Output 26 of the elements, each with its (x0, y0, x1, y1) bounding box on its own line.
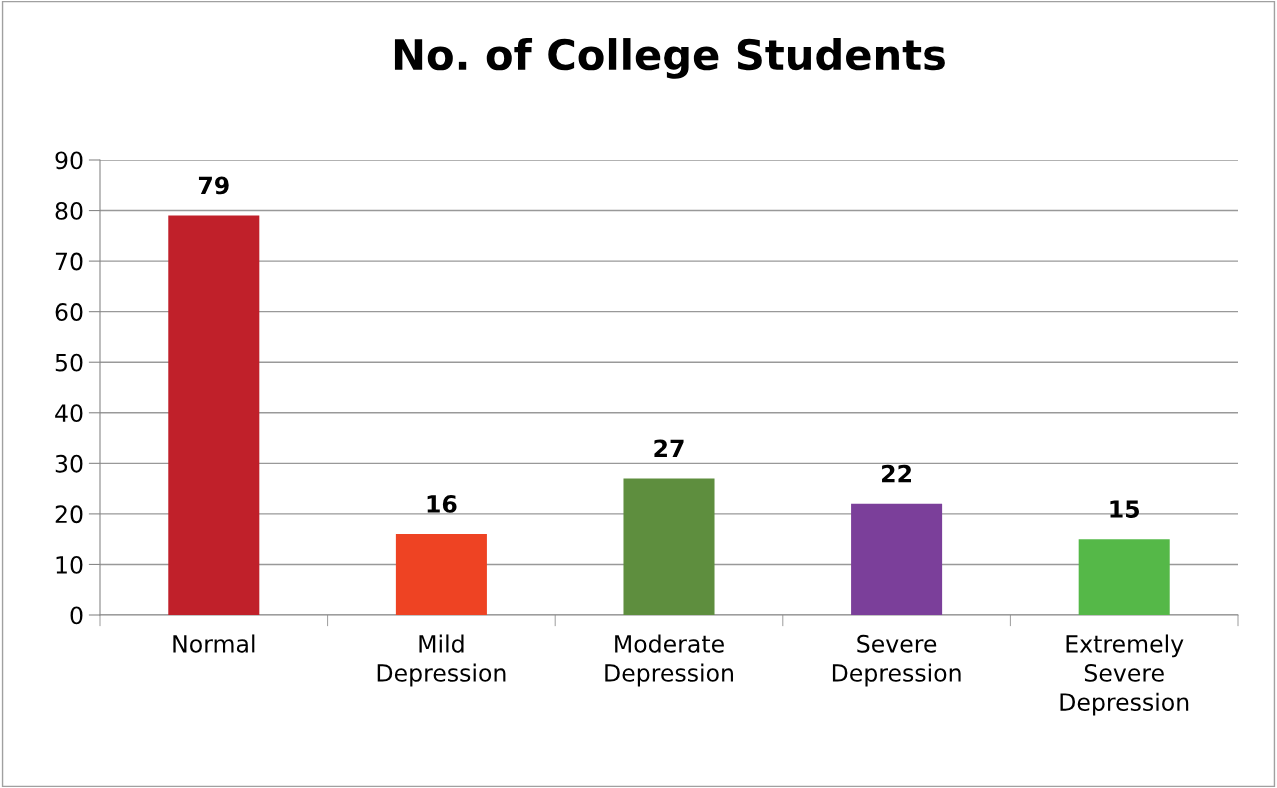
y-tick-label: 70 (55, 252, 83, 271)
data-label: 15 (1110, 500, 1139, 518)
chart-title: No. of College Students (394, 38, 945, 79)
data-label: 79 (198, 176, 229, 195)
y-tick-label: 40 (55, 404, 83, 423)
y-tick-label: 60 (55, 303, 83, 321)
bar (168, 215, 260, 615)
y-tick-label: 0 (70, 606, 83, 625)
bar (623, 478, 715, 615)
data-label: 22 (882, 464, 911, 483)
x-tick-label: Mild Depression (377, 634, 506, 687)
bar (1078, 539, 1170, 615)
bar (395, 534, 487, 615)
data-label: 16 (427, 495, 457, 513)
data-label: 27 (654, 439, 684, 457)
y-tick-label: 30 (55, 454, 83, 473)
x-tick-label: Moderate Depression (605, 634, 733, 687)
x-tick-label: Normal (173, 634, 255, 653)
y-tick-label: 90 (55, 151, 83, 170)
y-tick-label: 20 (55, 505, 83, 524)
y-tick-label: 10 (56, 555, 83, 574)
x-tick-label: Severe Depression (832, 634, 961, 687)
bar (851, 503, 943, 615)
y-tick-label: 50 (55, 353, 83, 372)
x-tick-label: Extremely Severe Depression (1060, 634, 1189, 716)
y-tick-label: 80 (55, 202, 83, 220)
